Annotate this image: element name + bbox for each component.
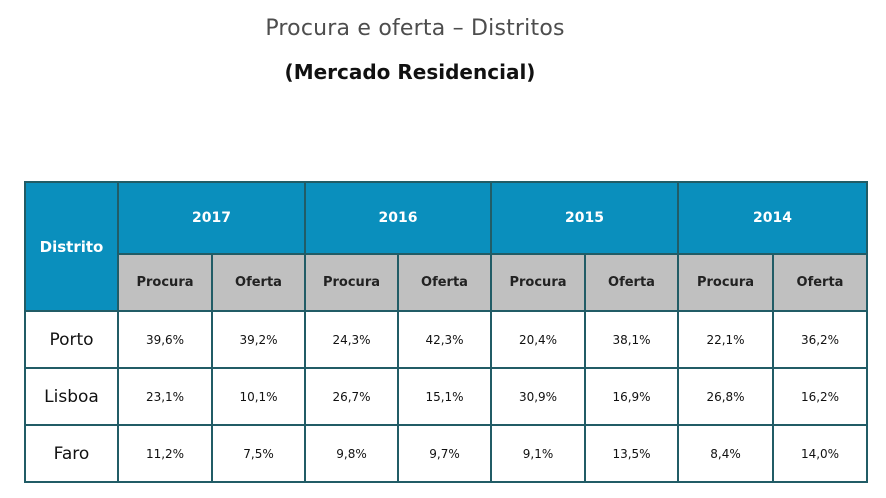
row-label-lisboa: Lisboa — [24, 367, 119, 426]
year-header-2017: 2017 — [117, 181, 306, 255]
table-cell: 39,6% — [117, 310, 213, 369]
distritos-table: Distrito 2017 2016 2015 2014 Procura Ofe… — [24, 181, 868, 483]
subheader-oferta: Oferta — [584, 253, 679, 312]
table-cell: 36,2% — [772, 310, 868, 369]
table-cell: 11,2% — [117, 424, 213, 483]
subheader-procura: Procura — [117, 253, 213, 312]
year-header-2014: 2014 — [677, 181, 868, 255]
subheader-procura: Procura — [490, 253, 586, 312]
year-header-2016: 2016 — [304, 181, 492, 255]
table-cell: 7,5% — [211, 424, 306, 483]
subheader-oferta: Oferta — [772, 253, 868, 312]
table-cell: 26,7% — [304, 367, 399, 426]
table-cell: 9,1% — [490, 424, 586, 483]
subheader-oferta: Oferta — [211, 253, 306, 312]
table-cell: 15,1% — [397, 367, 492, 426]
table-cell: 20,4% — [490, 310, 586, 369]
subheader-procura: Procura — [677, 253, 774, 312]
table-cell: 9,7% — [397, 424, 492, 483]
table-cell: 9,8% — [304, 424, 399, 483]
table-row: Faro 11,2% 7,5% 9,8% 9,7% 9,1% 13,5% 8,4… — [24, 424, 868, 483]
table-cell: 30,9% — [490, 367, 586, 426]
subheader-oferta: Oferta — [397, 253, 492, 312]
table-cell: 13,5% — [584, 424, 679, 483]
table-cell: 39,2% — [211, 310, 306, 369]
table-cell: 38,1% — [584, 310, 679, 369]
table-cell: 8,4% — [677, 424, 774, 483]
table-cell: 16,2% — [772, 367, 868, 426]
table-cell: 10,1% — [211, 367, 306, 426]
table-row: Lisboa 23,1% 10,1% 26,7% 15,1% 30,9% 16,… — [24, 367, 868, 426]
table-cell: 14,0% — [772, 424, 868, 483]
year-header-2015: 2015 — [490, 181, 679, 255]
distrito-header: Distrito — [24, 181, 119, 312]
table-cell: 42,3% — [397, 310, 492, 369]
table-cell: 24,3% — [304, 310, 399, 369]
page-title: Procura e oferta – Distritos — [265, 16, 565, 41]
table-cell: 26,8% — [677, 367, 774, 426]
table-cell: 23,1% — [117, 367, 213, 426]
page-subtitle: (Mercado Residencial) — [284, 60, 536, 84]
table-cell: 16,9% — [584, 367, 679, 426]
table-row: Porto 39,6% 39,2% 24,3% 42,3% 20,4% 38,1… — [24, 310, 868, 369]
subheader-procura: Procura — [304, 253, 399, 312]
row-label-porto: Porto — [24, 310, 119, 369]
row-label-faro: Faro — [24, 424, 119, 483]
table-cell: 22,1% — [677, 310, 774, 369]
